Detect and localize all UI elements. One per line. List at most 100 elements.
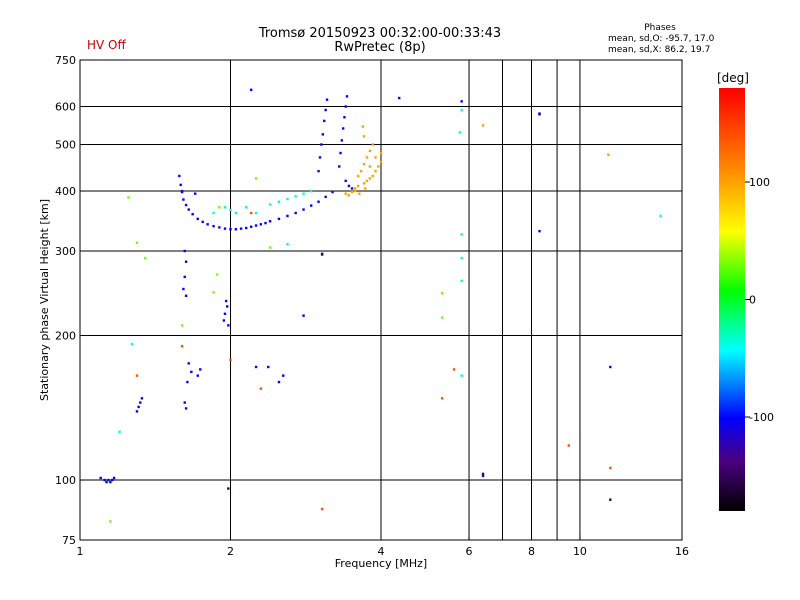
data-point — [350, 190, 354, 194]
data-point — [374, 169, 377, 173]
data-point — [178, 174, 181, 178]
data-point — [118, 430, 121, 434]
data-point — [212, 291, 215, 294]
data-point — [224, 299, 228, 303]
data-point — [234, 211, 238, 215]
data-point — [184, 407, 188, 410]
data-point — [331, 190, 334, 194]
data-point — [286, 242, 289, 246]
data-point — [460, 374, 463, 377]
data-point — [277, 200, 281, 203]
data-point — [179, 183, 182, 187]
data-point — [317, 169, 320, 173]
data-point — [127, 196, 130, 199]
colorbar-ticks: 100 0 -100 — [745, 176, 774, 424]
data-point — [109, 520, 112, 523]
data-point — [139, 401, 142, 404]
data-point — [254, 224, 258, 227]
data-point — [538, 113, 541, 116]
y-tick-label: 400 — [55, 185, 76, 198]
data-point — [201, 220, 204, 224]
data-point — [239, 227, 243, 230]
data-point — [338, 165, 341, 168]
data-point — [318, 156, 322, 159]
data-point — [254, 211, 258, 215]
data-point — [309, 189, 313, 193]
data-point — [364, 187, 367, 190]
data-point — [365, 179, 369, 183]
data-point — [143, 256, 147, 260]
data-point — [607, 153, 610, 156]
data-point — [609, 498, 612, 501]
data-point — [227, 487, 230, 490]
data-point — [218, 226, 221, 229]
data-point — [309, 204, 313, 207]
data-point — [458, 131, 461, 134]
data-point — [609, 466, 612, 470]
y-tick-label: 200 — [55, 330, 76, 343]
data-points — [99, 88, 662, 523]
data-point — [371, 143, 374, 146]
data-point — [368, 149, 372, 153]
data-point — [321, 133, 325, 136]
data-point — [109, 480, 112, 484]
data-point — [183, 275, 186, 279]
data-point — [99, 476, 102, 480]
data-point — [180, 324, 184, 327]
data-point — [187, 362, 190, 365]
data-point — [105, 480, 108, 484]
data-point — [440, 292, 444, 295]
y-tick-label: 75 — [62, 534, 76, 547]
data-point — [277, 217, 281, 221]
x-tick-label: 4 — [378, 545, 385, 558]
data-point — [347, 194, 351, 197]
data-point — [107, 478, 110, 482]
data-point — [212, 224, 215, 228]
data-point — [343, 116, 346, 119]
data-point — [183, 401, 186, 404]
y-tick-label: 300 — [55, 245, 76, 258]
data-point — [245, 206, 248, 209]
data-point — [245, 226, 248, 230]
data-point — [302, 314, 305, 317]
data-point — [249, 225, 253, 228]
data-point — [353, 187, 357, 190]
data-point — [268, 220, 272, 223]
x-tick-label: 8 — [528, 545, 535, 558]
data-point — [215, 273, 219, 276]
data-point — [264, 221, 267, 225]
data-point — [286, 214, 289, 218]
data-point — [440, 397, 444, 400]
data-point — [344, 105, 347, 108]
data-point — [379, 151, 383, 155]
data-point — [353, 189, 357, 193]
data-point — [111, 478, 114, 482]
data-point — [180, 189, 184, 193]
data-point — [223, 312, 227, 315]
data-point — [199, 368, 202, 371]
data-point — [398, 96, 401, 100]
colorbar-label: [deg] — [717, 71, 749, 85]
data-point — [223, 227, 227, 230]
colorbar — [719, 88, 745, 511]
data-point — [135, 374, 139, 377]
data-point — [294, 211, 297, 215]
data-point — [356, 174, 360, 178]
data-point — [212, 211, 215, 215]
data-point — [340, 139, 344, 142]
data-point — [361, 125, 365, 128]
data-point — [452, 368, 456, 371]
data-point — [254, 177, 258, 180]
data-point — [249, 211, 253, 215]
data-point — [460, 256, 463, 260]
data-point — [324, 108, 327, 112]
y-tick-label: 750 — [55, 54, 76, 67]
data-point — [368, 177, 372, 180]
data-point — [356, 184, 360, 188]
data-point — [130, 342, 134, 346]
data-point — [254, 365, 258, 369]
data-point — [222, 319, 226, 322]
data-point — [481, 124, 485, 127]
data-point — [259, 387, 263, 390]
